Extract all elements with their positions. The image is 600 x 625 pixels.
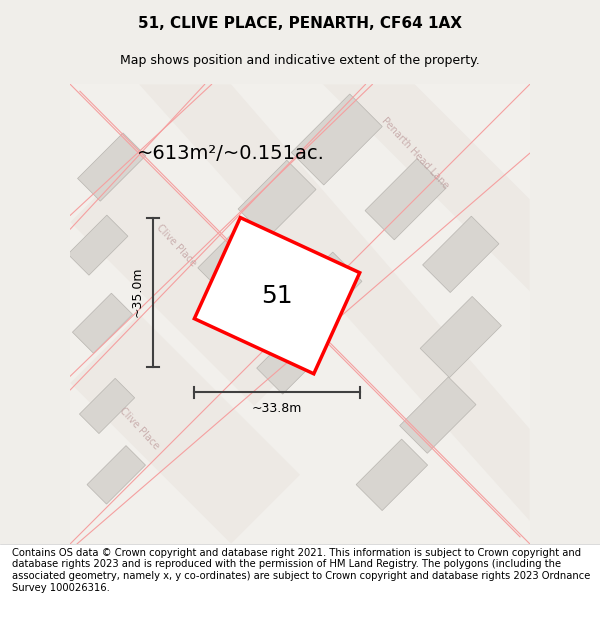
Polygon shape xyxy=(68,215,128,275)
Polygon shape xyxy=(257,326,325,394)
Text: ~33.8m: ~33.8m xyxy=(252,402,302,415)
Text: ~35.0m: ~35.0m xyxy=(130,267,143,318)
Polygon shape xyxy=(422,216,499,292)
Polygon shape xyxy=(291,94,382,185)
Polygon shape xyxy=(323,84,530,291)
Polygon shape xyxy=(365,159,446,240)
Polygon shape xyxy=(400,377,476,453)
Polygon shape xyxy=(70,153,323,406)
Polygon shape xyxy=(79,378,134,434)
FancyBboxPatch shape xyxy=(0,519,600,625)
Text: ~613m²/~0.151ac.: ~613m²/~0.151ac. xyxy=(137,144,325,162)
Text: Contains OS data © Crown copyright and database right 2021. This information is : Contains OS data © Crown copyright and d… xyxy=(12,548,590,592)
Polygon shape xyxy=(198,226,265,292)
Polygon shape xyxy=(420,296,502,378)
Polygon shape xyxy=(73,293,133,353)
Polygon shape xyxy=(356,439,428,511)
Polygon shape xyxy=(139,84,530,521)
Text: Penarth Head Lane: Penarth Head Lane xyxy=(379,116,451,191)
Text: 51: 51 xyxy=(261,284,293,308)
Polygon shape xyxy=(284,252,362,330)
Text: 51, CLIVE PLACE, PENARTH, CF64 1AX: 51, CLIVE PLACE, PENARTH, CF64 1AX xyxy=(138,16,462,31)
Text: Map shows position and indicative extent of the property.: Map shows position and indicative extent… xyxy=(120,54,480,68)
Polygon shape xyxy=(194,217,360,374)
Polygon shape xyxy=(77,133,146,201)
Text: Clive Place: Clive Place xyxy=(154,222,198,268)
Polygon shape xyxy=(70,84,530,544)
Polygon shape xyxy=(87,446,145,504)
Polygon shape xyxy=(70,314,300,544)
Polygon shape xyxy=(238,160,316,238)
Text: Clive Place: Clive Place xyxy=(118,406,161,452)
